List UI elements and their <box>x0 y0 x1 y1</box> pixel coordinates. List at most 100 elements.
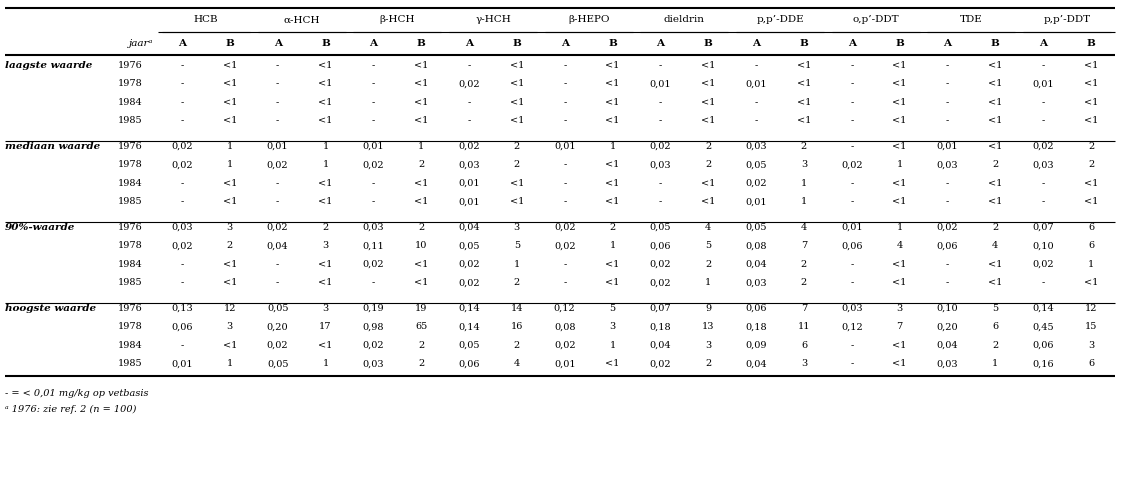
Text: <1: <1 <box>318 179 333 188</box>
Text: 1985: 1985 <box>118 197 142 206</box>
Text: B: B <box>704 40 713 49</box>
Text: 0,18: 0,18 <box>745 322 767 331</box>
Text: -: - <box>659 116 663 125</box>
Text: -: - <box>563 179 566 188</box>
Text: 0,06: 0,06 <box>1032 341 1054 349</box>
Text: 1: 1 <box>610 341 615 349</box>
Text: B: B <box>512 40 521 49</box>
Text: 1: 1 <box>610 241 615 250</box>
Text: 0,11: 0,11 <box>362 241 385 250</box>
Text: 0,05: 0,05 <box>458 341 480 349</box>
Text: 0,45: 0,45 <box>1032 322 1054 331</box>
Text: <1: <1 <box>605 116 620 125</box>
Text: 6: 6 <box>992 322 999 331</box>
Text: 0,01: 0,01 <box>745 197 767 206</box>
Text: <1: <1 <box>701 197 715 206</box>
Text: <1: <1 <box>318 197 333 206</box>
Text: HCB: HCB <box>194 15 219 24</box>
Text: -: - <box>180 116 184 125</box>
Text: 5: 5 <box>705 241 712 250</box>
Text: 0,18: 0,18 <box>649 322 671 331</box>
Text: <1: <1 <box>1084 61 1099 70</box>
Text: <1: <1 <box>414 260 428 269</box>
Text: -: - <box>850 116 853 125</box>
Text: 4: 4 <box>992 241 999 250</box>
Text: <1: <1 <box>989 142 1002 150</box>
Text: 1: 1 <box>323 160 328 169</box>
Text: 0,10: 0,10 <box>1032 241 1054 250</box>
Text: 0,09: 0,09 <box>745 341 767 349</box>
Text: 0,01: 0,01 <box>649 79 671 88</box>
Text: 0,02: 0,02 <box>1032 142 1054 150</box>
Text: -: - <box>1041 61 1045 70</box>
Text: 17: 17 <box>319 322 332 331</box>
Text: 0,04: 0,04 <box>745 260 767 269</box>
Text: 1: 1 <box>800 197 807 206</box>
Text: 0,01: 0,01 <box>458 197 480 206</box>
Text: -: - <box>180 278 184 287</box>
Text: -: - <box>1041 278 1045 287</box>
Text: <1: <1 <box>510 179 524 188</box>
Text: 0,05: 0,05 <box>267 303 288 313</box>
Text: <1: <1 <box>605 359 620 368</box>
Text: 3: 3 <box>226 322 233 331</box>
Text: 0,02: 0,02 <box>937 223 958 232</box>
Text: hoogste waarde: hoogste waarde <box>4 303 96 313</box>
Text: 0,07: 0,07 <box>1032 223 1054 232</box>
Text: jaarᵃ: jaarᵃ <box>129 40 152 49</box>
Text: <1: <1 <box>892 278 907 287</box>
Text: 2: 2 <box>1088 160 1094 169</box>
Text: A: A <box>657 40 665 49</box>
Text: 2: 2 <box>513 341 520 349</box>
Text: 0,02: 0,02 <box>649 142 671 150</box>
Text: p,p’-DDE: p,p’-DDE <box>757 15 804 24</box>
Text: 0,16: 0,16 <box>1032 359 1054 368</box>
Text: 5: 5 <box>513 241 520 250</box>
Text: 0,04: 0,04 <box>937 341 958 349</box>
Text: 0,01: 0,01 <box>745 79 767 88</box>
Text: -: - <box>276 98 279 107</box>
Text: <1: <1 <box>892 98 907 107</box>
Text: -: - <box>946 179 949 188</box>
Text: 3: 3 <box>1088 341 1094 349</box>
Text: A: A <box>369 40 378 49</box>
Text: 1: 1 <box>992 359 999 368</box>
Text: -: - <box>754 61 758 70</box>
Text: 1978: 1978 <box>118 322 142 331</box>
Text: 0,02: 0,02 <box>267 223 288 232</box>
Text: 2: 2 <box>418 359 425 368</box>
Text: -: - <box>946 61 949 70</box>
Text: 2: 2 <box>992 223 999 232</box>
Text: -: - <box>1041 98 1045 107</box>
Text: <1: <1 <box>701 61 715 70</box>
Text: 12: 12 <box>1085 303 1097 313</box>
Text: 0,02: 0,02 <box>172 160 193 169</box>
Text: -: - <box>850 179 853 188</box>
Text: -: - <box>372 79 374 88</box>
Text: -: - <box>372 61 374 70</box>
Text: -: - <box>659 197 663 206</box>
Text: 0,02: 0,02 <box>745 179 767 188</box>
Text: 0,03: 0,03 <box>458 160 480 169</box>
Text: 16: 16 <box>511 322 524 331</box>
Text: 0,07: 0,07 <box>649 303 671 313</box>
Text: 2: 2 <box>323 223 328 232</box>
Text: <1: <1 <box>223 278 237 287</box>
Text: 0,01: 0,01 <box>841 223 863 232</box>
Text: <1: <1 <box>318 61 333 70</box>
Text: B: B <box>321 40 330 49</box>
Text: 14: 14 <box>511 303 524 313</box>
Text: 1: 1 <box>1088 260 1094 269</box>
Text: 2: 2 <box>513 142 520 150</box>
Text: 0,98: 0,98 <box>362 322 385 331</box>
Text: A: A <box>944 40 952 49</box>
Text: 2: 2 <box>226 241 233 250</box>
Text: A: A <box>178 40 186 49</box>
Text: <1: <1 <box>1084 179 1099 188</box>
Text: 0,06: 0,06 <box>458 359 480 368</box>
Text: -: - <box>754 116 758 125</box>
Text: <1: <1 <box>223 98 237 107</box>
Text: 0,03: 0,03 <box>649 160 671 169</box>
Text: 11: 11 <box>798 322 810 331</box>
Text: A: A <box>465 40 473 49</box>
